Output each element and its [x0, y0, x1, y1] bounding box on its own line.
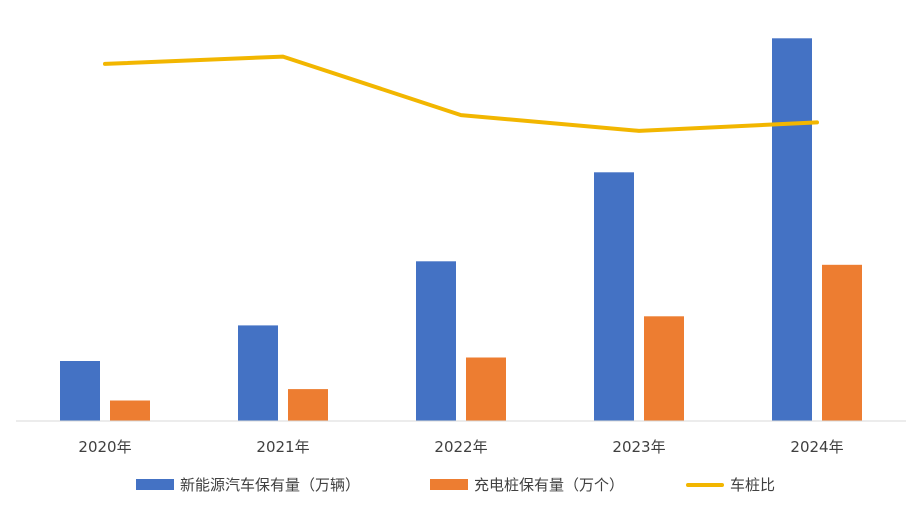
legend-item-ratio: 车桩比: [686, 474, 775, 495]
legend-item-ev: 新能源汽车保有量（万辆）: [136, 474, 360, 495]
legend-swatch-ev: [136, 479, 174, 490]
legend-label-ratio: 车桩比: [730, 476, 776, 494]
x-tick-label: 2023年: [612, 438, 665, 456]
legend-label-ev: 新能源汽车保有量（万辆）: [180, 476, 361, 494]
bar-series1-2: [238, 325, 278, 421]
line-layer: [103, 54, 819, 133]
bar-series2-2: [288, 389, 328, 421]
bar-series2-1: [110, 400, 150, 421]
bar-series2-5: [822, 264, 862, 421]
x-tick-label: 2021年: [256, 438, 309, 456]
legend-label-charger: 充电桩保有量（万个）: [474, 476, 625, 494]
legend-swatch-charger: [430, 479, 468, 490]
legend-item-charger: 充电桩保有量（万个）: [430, 474, 624, 495]
x-tick-label: 2024年: [790, 438, 843, 456]
bar-series1-5: [772, 38, 812, 422]
x-tick-label: 2020年: [78, 438, 131, 456]
bar-series2-4: [644, 316, 684, 421]
legend: 新能源汽车保有量（万辆） 充电桩保有量（万个） 车桩比: [0, 474, 909, 498]
bar-series1-1: [60, 361, 100, 421]
legend-swatch-ratio: [686, 482, 724, 487]
bar-series2-3: [466, 357, 506, 421]
bar-series1-3: [416, 261, 456, 421]
ratio-line: [103, 54, 819, 133]
x-axis-ticks: 2020年 2021年 2022年 2023年 2024年: [78, 438, 843, 456]
bar-group: [60, 38, 862, 422]
bar-series1-4: [594, 172, 634, 421]
chart: 2020年 2021年 2022年 2023年 2024年: [16, 38, 906, 456]
x-tick-label: 2022年: [434, 438, 487, 456]
